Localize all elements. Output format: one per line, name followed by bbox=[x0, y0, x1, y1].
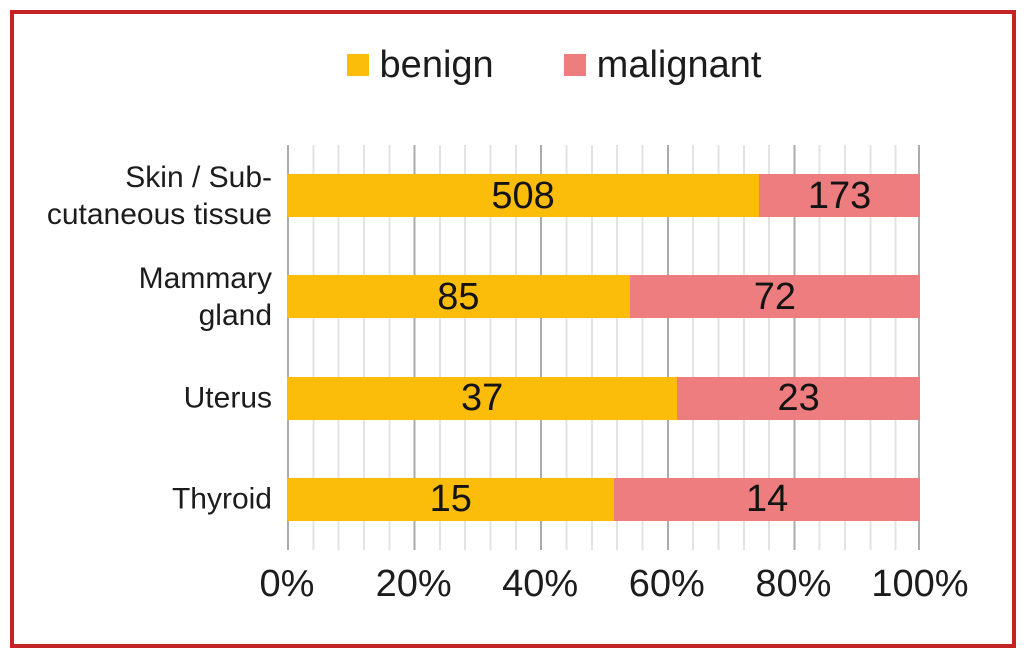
x-tick-80: 80% bbox=[755, 563, 832, 605]
legend-swatch-benign bbox=[346, 54, 369, 76]
category-label-line: gland bbox=[198, 298, 272, 332]
x-tick-100: 100% bbox=[871, 563, 969, 605]
category-label-mammary-gland: Mammary gland bbox=[0, 260, 272, 334]
value-label-malignant-thyroid: 14 bbox=[746, 478, 789, 521]
value-label-malignant-skin-sub-cutaneous-tissue: 173 bbox=[807, 174, 872, 217]
category-label-line: Uterus bbox=[183, 381, 272, 415]
legend: benign malignant bbox=[42, 46, 1024, 84]
x-tick-0: 0% bbox=[259, 563, 315, 605]
category-label-thyroid: Thyroid bbox=[0, 481, 272, 518]
segment-malignant-skin-sub-cutaneous-tissue: 173 bbox=[759, 174, 920, 218]
x-tick-20: 20% bbox=[375, 563, 452, 605]
value-label-benign-mammary-gland: 85 bbox=[437, 275, 480, 318]
value-label-benign-uterus: 37 bbox=[461, 377, 504, 420]
category-label-line: Skin / Sub- bbox=[125, 160, 272, 194]
plot-area: 508 173 85 72 37 23 15 14 bbox=[287, 145, 920, 550]
legend-label-benign: benign bbox=[379, 44, 494, 86]
bar-row-uterus: 37 23 bbox=[287, 376, 920, 420]
bar-row-mammary-gland: 85 72 bbox=[287, 275, 920, 319]
segment-malignant-uterus: 23 bbox=[677, 376, 920, 420]
segment-benign-uterus: 37 bbox=[287, 376, 678, 420]
value-label-malignant-uterus: 23 bbox=[777, 377, 820, 420]
segment-malignant-thyroid: 14 bbox=[614, 477, 920, 521]
category-label-line: cutaneous tissue bbox=[46, 197, 272, 231]
segment-malignant-mammary-gland: 72 bbox=[629, 275, 920, 319]
legend-item-malignant: malignant bbox=[563, 44, 762, 86]
category-label-line: Mammary bbox=[138, 261, 272, 295]
category-label-line: Thyroid bbox=[171, 482, 272, 516]
category-label-skin-sub-cutaneous-tissue: Skin / Sub-cutaneous tissue bbox=[0, 159, 272, 233]
bar-row-skin-sub-cutaneous-tissue: 508 173 bbox=[287, 174, 920, 218]
bar-row-thyroid: 15 14 bbox=[287, 477, 920, 521]
legend-label-malignant: malignant bbox=[596, 44, 762, 86]
value-label-benign-thyroid: 15 bbox=[429, 478, 472, 521]
value-label-benign-skin-sub-cutaneous-tissue: 508 bbox=[491, 174, 555, 217]
value-label-malignant-mammary-gland: 72 bbox=[753, 275, 796, 318]
legend-item-benign: benign bbox=[346, 44, 494, 86]
segment-benign-mammary-gland: 85 bbox=[287, 275, 630, 319]
x-tick-60: 60% bbox=[628, 563, 705, 605]
legend-swatch-malignant bbox=[563, 54, 586, 76]
category-label-uterus: Uterus bbox=[0, 380, 272, 417]
segment-benign-thyroid: 15 bbox=[287, 477, 615, 521]
x-axis: 0% 20% 40% 60% 80% 100% bbox=[260, 563, 969, 610]
segment-benign-skin-sub-cutaneous-tissue: 508 bbox=[287, 174, 760, 218]
x-tick-40: 40% bbox=[502, 563, 579, 605]
gridline-100pct bbox=[918, 145, 920, 550]
